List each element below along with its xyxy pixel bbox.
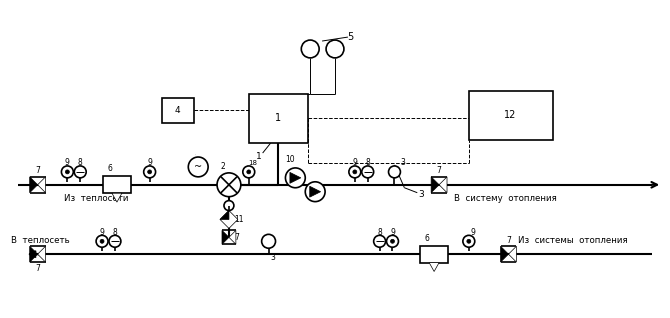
Text: 4: 4	[175, 106, 180, 115]
Polygon shape	[429, 263, 439, 272]
Text: Из  системы  отопления: Из системы отопления	[519, 236, 628, 245]
Polygon shape	[112, 193, 122, 202]
Text: 11: 11	[234, 215, 244, 224]
Polygon shape	[310, 186, 321, 197]
Text: 9: 9	[390, 228, 395, 237]
Bar	[469, 91, 553, 140]
Text: 18: 18	[248, 160, 257, 166]
Circle shape	[374, 235, 385, 247]
Text: 9: 9	[100, 228, 105, 237]
Text: В  теплосеть: В теплосеть	[11, 236, 70, 245]
Polygon shape	[29, 177, 38, 193]
Text: 9: 9	[65, 158, 70, 168]
Text: 9: 9	[470, 228, 475, 237]
Polygon shape	[38, 177, 46, 193]
Text: 3: 3	[270, 252, 275, 262]
Circle shape	[463, 235, 475, 247]
Text: 2: 2	[220, 162, 225, 171]
Polygon shape	[29, 246, 38, 262]
Text: 1: 1	[256, 151, 261, 161]
Text: 8: 8	[113, 228, 117, 237]
Text: 8: 8	[365, 158, 370, 168]
Circle shape	[217, 173, 241, 197]
Text: ~: ~	[195, 155, 196, 156]
Polygon shape	[500, 246, 509, 262]
Circle shape	[66, 170, 69, 174]
Text: 8: 8	[377, 228, 382, 237]
Text: 8: 8	[78, 158, 82, 168]
Text: 3: 3	[418, 190, 424, 199]
Text: 5: 5	[347, 32, 353, 42]
Circle shape	[389, 166, 401, 178]
Circle shape	[143, 166, 155, 178]
Text: 7: 7	[234, 233, 239, 242]
Circle shape	[188, 157, 208, 177]
Bar	[420, 246, 448, 263]
Text: 10: 10	[285, 156, 295, 164]
Circle shape	[62, 166, 73, 178]
Circle shape	[243, 166, 255, 178]
Circle shape	[96, 235, 108, 247]
Circle shape	[362, 166, 374, 178]
Text: 9: 9	[352, 158, 357, 168]
Circle shape	[247, 170, 251, 174]
Polygon shape	[38, 246, 46, 262]
Circle shape	[353, 170, 357, 174]
Circle shape	[100, 239, 104, 243]
Polygon shape	[509, 246, 517, 262]
Bar	[249, 93, 308, 143]
Circle shape	[109, 235, 121, 247]
Circle shape	[387, 235, 399, 247]
Circle shape	[147, 170, 151, 174]
Text: В  систему  отопления: В систему отопления	[454, 194, 557, 203]
Bar	[103, 176, 131, 193]
Polygon shape	[431, 177, 439, 193]
Circle shape	[326, 40, 344, 58]
Text: 7: 7	[437, 166, 442, 176]
Circle shape	[285, 168, 306, 188]
Polygon shape	[220, 211, 238, 228]
Text: 7: 7	[36, 264, 40, 273]
Circle shape	[467, 239, 471, 243]
Text: 9: 9	[147, 158, 152, 168]
Circle shape	[302, 40, 319, 58]
Polygon shape	[222, 230, 229, 244]
Circle shape	[349, 166, 360, 178]
Text: 6: 6	[108, 164, 113, 173]
Circle shape	[262, 234, 275, 248]
Circle shape	[224, 201, 234, 211]
Bar	[161, 98, 194, 123]
Text: 7: 7	[506, 236, 511, 245]
Text: 6: 6	[425, 234, 429, 243]
Polygon shape	[439, 177, 447, 193]
Polygon shape	[290, 172, 301, 183]
Polygon shape	[220, 211, 229, 219]
Text: 12: 12	[505, 110, 517, 121]
Circle shape	[391, 239, 395, 243]
Text: Из  теплосети: Из теплосети	[64, 194, 129, 203]
Text: 7: 7	[36, 166, 40, 176]
Polygon shape	[229, 230, 236, 244]
Text: ~: ~	[194, 162, 202, 172]
Text: 1: 1	[275, 113, 281, 123]
Circle shape	[306, 182, 325, 202]
Text: 3: 3	[400, 158, 405, 168]
Circle shape	[74, 166, 86, 178]
